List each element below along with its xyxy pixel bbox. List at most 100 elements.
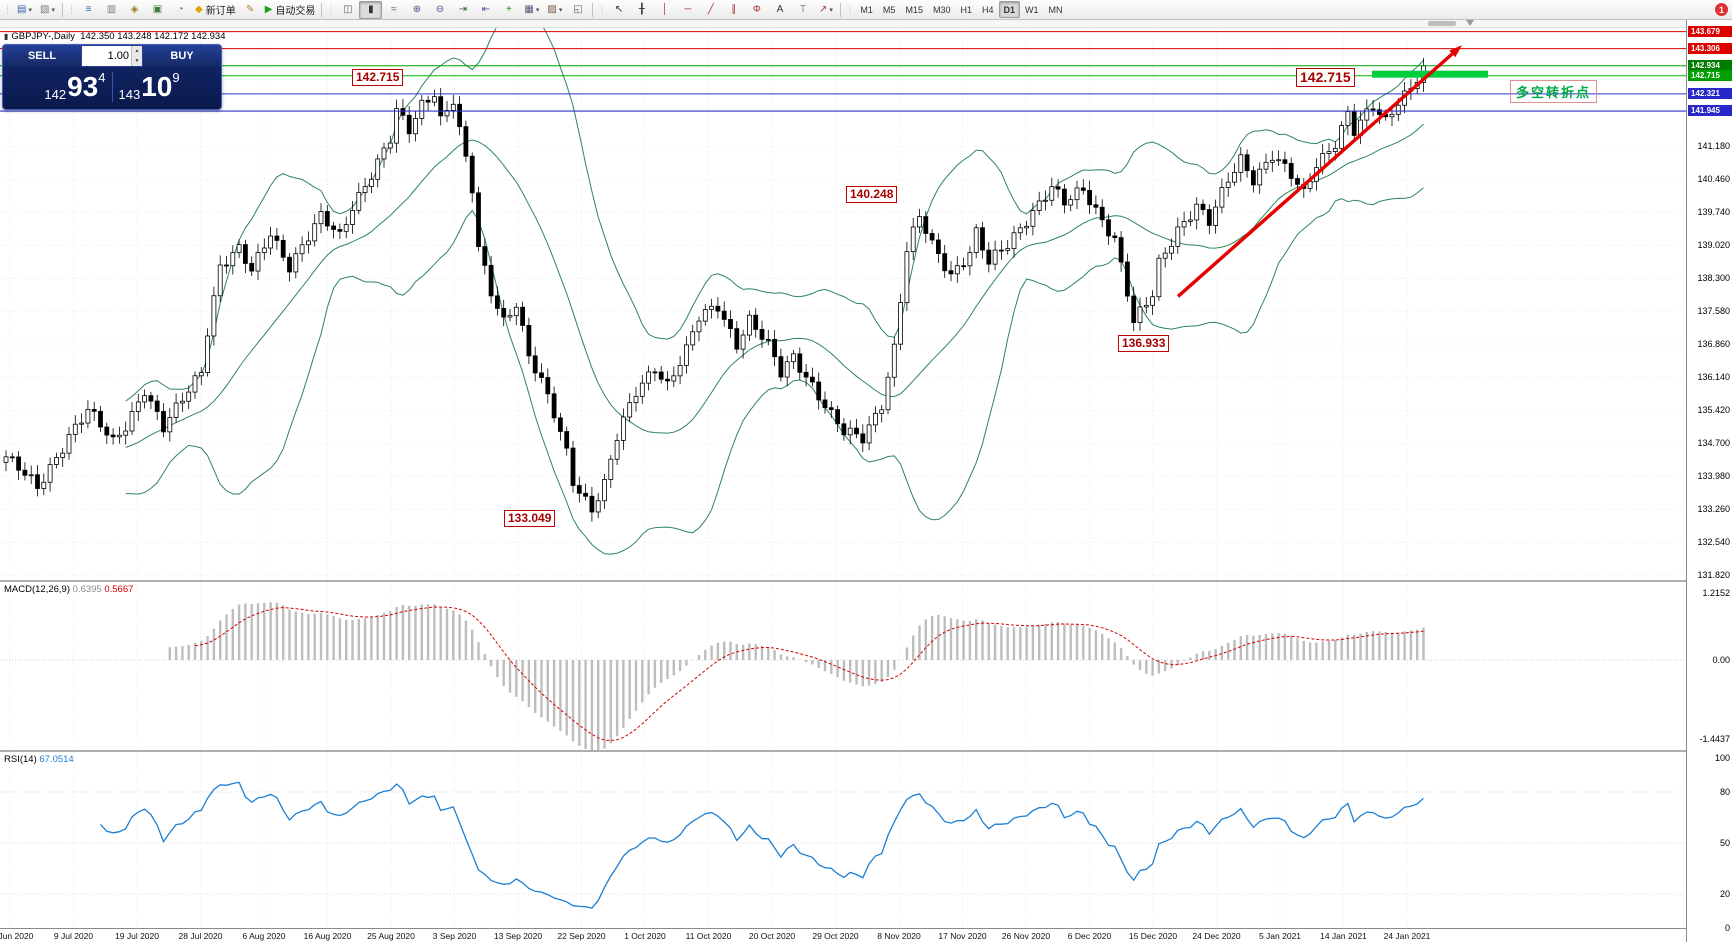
new-order-button: ◆: [195, 3, 203, 15]
crosshair-icon[interactable]: ╂: [630, 1, 653, 19]
new-order-button-label: 新订单: [205, 6, 236, 17]
main-chart-panel[interactable]: 142.715 140.248 133.049 136.933 142.715 多空转折点…: [0, 28, 1686, 580]
buy-price-prefix: 143: [118, 87, 141, 102]
scrollbar-handle[interactable]: [1428, 21, 1456, 26]
bar-chart-icon: ◫: [343, 3, 353, 15]
metaeditor-icon[interactable]: ✎: [239, 1, 262, 19]
channel-icon: ∥: [731, 3, 737, 15]
sell-price-big: 93: [67, 71, 99, 102]
zoom-out-icon[interactable]: ⊖: [428, 1, 451, 19]
price-axis: 141.180 140.460 139.740 139.020 138.300 137.5…: [1686, 20, 1732, 942]
macd-indicator-panel[interactable]: MACD(12,26,9) 0.6395 0.5667: [0, 582, 1686, 750]
horizontal-line-icon[interactable]: ─: [676, 1, 699, 19]
timeframe-m1[interactable]: M1: [860, 4, 873, 15]
rsi-value: 67.0514: [39, 754, 74, 765]
timeframe-w1[interactable]: W1: [1025, 4, 1039, 15]
rsi-axis-tick: 100: [1714, 753, 1730, 763]
timeframe-d1[interactable]: D1: [998, 1, 1021, 18]
sell-button[interactable]: SELL: [3, 45, 81, 67]
arrows-icon[interactable]: ↗ ▾: [814, 1, 837, 19]
date-label: 16 Aug 2020: [303, 931, 352, 941]
lot-size-input[interactable]: [82, 46, 131, 66]
date-label: 20 Oct 2020: [748, 931, 796, 941]
periods-icon-dropdown[interactable]: ▾: [535, 6, 540, 14]
chart-horizontal-scrollbar[interactable]: [0, 20, 1686, 28]
crosshair-icon: ╂: [638, 3, 645, 15]
rsi-indicator-panel[interactable]: RSI(14) 67.0514: [0, 752, 1686, 928]
cursor-icon[interactable]: ↖: [607, 1, 630, 19]
zoom-in-icon[interactable]: ⊕: [405, 1, 428, 19]
buy-price[interactable]: 143 10 9: [113, 67, 222, 107]
macd-axis-tick: 1.2152: [1702, 588, 1730, 599]
profiles-icon-dropdown[interactable]: ▾: [51, 6, 55, 14]
vertical-line-icon: │: [661, 3, 669, 15]
candlestick-chart-icon[interactable]: ▮: [359, 0, 383, 19]
indicators-icon[interactable]: +: [497, 1, 520, 19]
strategy-tester-icon[interactable]: ◔: [169, 1, 192, 19]
data-window-icon[interactable]: ▥: [100, 1, 123, 19]
price-axis-tick: 137.580: [1697, 306, 1730, 317]
trendline-icon: ╱: [707, 3, 714, 15]
date-label: 29 Oct 2020: [812, 931, 859, 941]
vertical-line-icon[interactable]: │: [653, 1, 676, 19]
text-icon[interactable]: A: [768, 1, 791, 19]
new-order-button[interactable]: ◆ 新订单: [192, 1, 239, 19]
sell-price[interactable]: 142 93 4: [3, 67, 112, 107]
timeframe-h1[interactable]: H1: [960, 4, 972, 15]
notification-badge[interactable]: 1: [1715, 3, 1728, 16]
price-axis-tick: 133.260: [1697, 504, 1730, 515]
macd-chart: [0, 582, 1686, 750]
date-label: 14 Jan 2021: [1320, 931, 1367, 941]
panel-splitter[interactable]: [0, 580, 1732, 582]
date-label: 19 Jul 2020: [115, 931, 159, 941]
rsi-axis-tick: 50: [1719, 838, 1730, 848]
templates-icon: ▨: [547, 3, 557, 15]
arrows-icon-dropdown[interactable]: ▾: [829, 6, 833, 14]
toolbar-handle: ⋮: [326, 4, 336, 14]
date-label: 22 Sep 2020: [557, 931, 606, 941]
market-watch-icon[interactable]: ≡: [77, 1, 100, 19]
chart-shift-marker-icon[interactable]: [1466, 20, 1474, 26]
candlestick-chart: [0, 28, 1686, 580]
timeframe-m30[interactable]: M30: [932, 4, 951, 15]
data-window-icon: ▥: [106, 3, 117, 15]
timeframe-mn[interactable]: MN: [1048, 4, 1063, 15]
chart-shift-icon[interactable]: ⇤: [474, 1, 497, 19]
bar-chart-icon[interactable]: ◫: [336, 1, 359, 19]
periods-icon[interactable]: ▦ ▾: [520, 1, 543, 19]
autotrade-button[interactable]: ▶ 自动交易: [262, 1, 319, 19]
buy-button[interactable]: BUY: [143, 45, 221, 67]
macd-axis-tick: 0.00: [1712, 655, 1730, 665]
new-chart-icon[interactable]: ▤ ▾: [13, 1, 36, 19]
lot-decrease-button[interactable]: ▼: [131, 56, 142, 66]
auto-scroll-icon[interactable]: ⇥: [451, 1, 474, 19]
timeframe-m5[interactable]: M5: [882, 4, 896, 15]
toolbar-separator: [62, 2, 63, 17]
toolbar-separator: [592, 2, 594, 17]
one-click-trading-panel: SELL ▲ ▼ BUY 142 93 4 143 10 9: [2, 44, 222, 110]
new-chart-icon-dropdown[interactable]: ▾: [28, 6, 32, 14]
panel-splitter[interactable]: [0, 750, 1732, 752]
strategy-tester-icon: ◔: [177, 3, 184, 15]
tile-windows-icon[interactable]: ◱: [566, 1, 589, 19]
text-label-icon[interactable]: T: [791, 1, 814, 19]
profiles-icon[interactable]: ▧ ▾: [36, 1, 59, 19]
date-label: 13 Sep 2020: [493, 931, 543, 941]
terminal-icon[interactable]: ▣: [146, 1, 169, 19]
timeframe-h4[interactable]: H4: [981, 4, 994, 15]
autotrade-button: ▶: [264, 3, 273, 15]
templates-icon-dropdown[interactable]: ▾: [558, 6, 563, 14]
price-axis-tick: 139.020: [1697, 240, 1730, 251]
navigator-icon[interactable]: ◈: [123, 1, 146, 19]
toolbar-handle: ⋮: [3, 4, 12, 14]
channel-icon[interactable]: ∥: [722, 1, 745, 19]
templates-icon[interactable]: ▨ ▾: [543, 1, 566, 19]
timeframe-m15[interactable]: M15: [905, 4, 923, 15]
chart-icon: ▮: [4, 32, 9, 41]
lot-increase-button[interactable]: ▲: [131, 46, 142, 56]
fibonacci-icon[interactable]: Φ: [745, 1, 768, 19]
macd-axis-tick: -1.4437: [1699, 734, 1730, 745]
trendline-icon[interactable]: ╱: [699, 1, 722, 19]
date-label: 15 Dec 2020: [1128, 931, 1178, 941]
line-chart-icon[interactable]: ≈: [382, 1, 405, 19]
